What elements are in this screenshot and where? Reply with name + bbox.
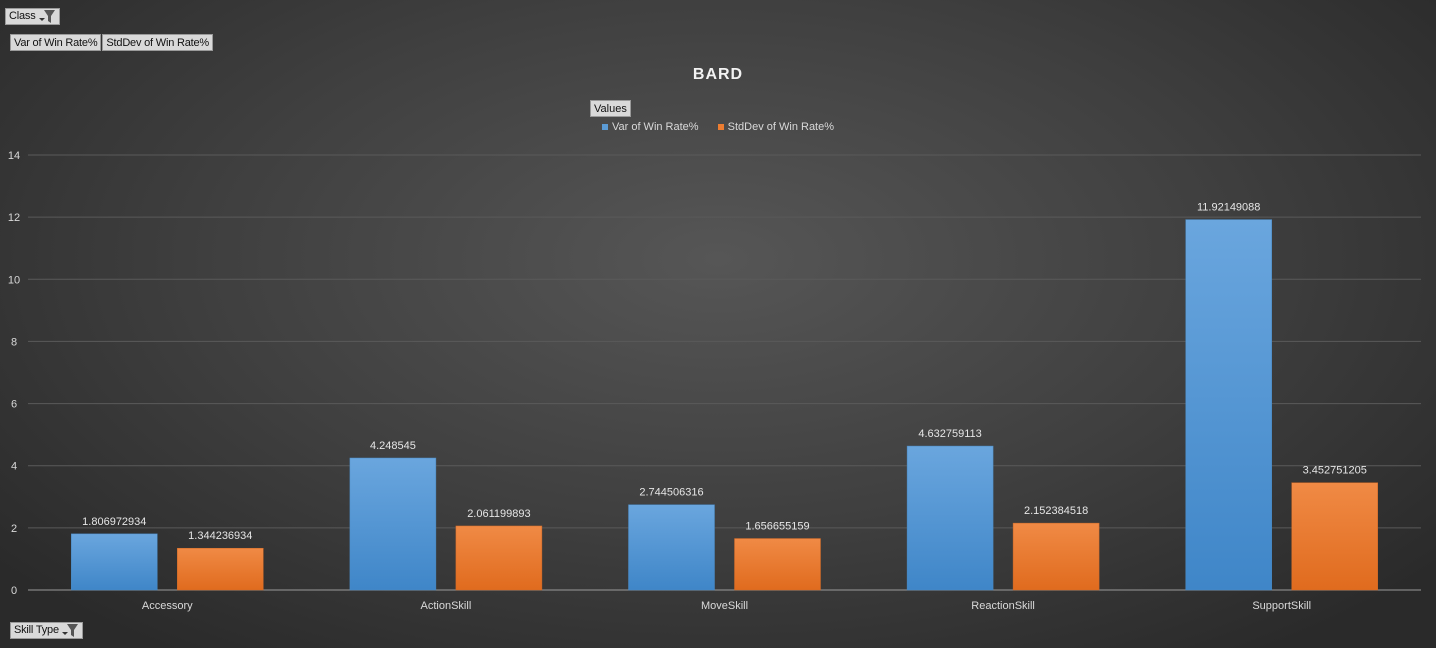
data-label-var: 4.632759113 xyxy=(918,428,981,440)
value-fields-row: Var of Win Rate% StdDev of Win Rate% xyxy=(10,34,214,51)
legend-item-stddev: StdDev of Win Rate% xyxy=(717,121,835,133)
legend-label-stddev: StdDev of Win Rate% xyxy=(727,121,835,133)
x-tick-label: Accessory xyxy=(142,600,193,612)
bar-stddev[interactable] xyxy=(1291,482,1378,591)
value-field-var[interactable]: Var of Win Rate% xyxy=(10,34,102,51)
legend-swatch-var xyxy=(601,124,608,130)
x-tick-label: SupportSkill xyxy=(1252,600,1311,612)
bar-var[interactable] xyxy=(349,457,437,591)
filter-icon xyxy=(38,10,55,23)
bar-var[interactable] xyxy=(71,533,158,591)
y-tick-label: 8 xyxy=(11,336,17,348)
value-field-stddev[interactable]: StdDev of Win Rate% xyxy=(102,34,213,51)
x-tick-label: ActionSkill xyxy=(421,600,472,612)
data-label-stddev: 1.344236934 xyxy=(188,530,252,542)
chart-legend: Var of Win Rate% StdDev of Win Rate% xyxy=(0,121,1436,133)
data-label-stddev: 1.656655159 xyxy=(745,521,809,533)
bar-var[interactable] xyxy=(906,445,994,591)
y-tick-label: 0 xyxy=(11,585,17,597)
legend-item-var: Var of Win Rate% xyxy=(601,121,699,133)
filter-icon xyxy=(61,624,78,637)
data-label-var: 2.744506316 xyxy=(639,487,703,499)
bar-stddev[interactable] xyxy=(177,547,264,591)
chart-title: BARD xyxy=(692,66,744,83)
y-tick-label: 2 xyxy=(11,523,17,535)
bar-stddev[interactable] xyxy=(1012,522,1100,591)
bar-stddev[interactable] xyxy=(734,538,821,591)
class-filter-label: Class xyxy=(9,10,36,22)
y-tick-label: 10 xyxy=(8,274,20,286)
data-label-stddev: 2.152384518 xyxy=(1024,505,1088,517)
data-label-var: 1.806972934 xyxy=(82,516,146,528)
y-tick-label: 4 xyxy=(11,461,17,473)
x-tick-label: ReactionSkill xyxy=(971,600,1035,612)
legend-label-var: Var of Win Rate% xyxy=(611,121,699,133)
data-label-stddev: 2.061199893 xyxy=(467,508,530,520)
skill-type-filter-label: Skill Type xyxy=(14,624,59,636)
y-tick-label: 12 xyxy=(8,212,20,224)
legend-values-button[interactable]: Values xyxy=(590,100,631,117)
y-tick-label: 6 xyxy=(11,399,17,411)
legend-swatch-stddev xyxy=(717,124,724,130)
x-tick-label: MoveSkill xyxy=(701,600,748,612)
bar-var[interactable] xyxy=(1185,219,1272,591)
data-label-stddev: 3.452751205 xyxy=(1303,465,1367,477)
class-filter-button[interactable]: Class xyxy=(5,8,60,25)
data-label-var: 4.248545 xyxy=(370,440,416,452)
bar-stddev[interactable] xyxy=(455,525,543,591)
bar-var[interactable] xyxy=(628,504,715,591)
data-label-var: 11.92149088 xyxy=(1197,202,1260,214)
y-tick-label: 14 xyxy=(8,150,20,162)
skill-type-filter-button[interactable]: Skill Type xyxy=(10,622,83,639)
